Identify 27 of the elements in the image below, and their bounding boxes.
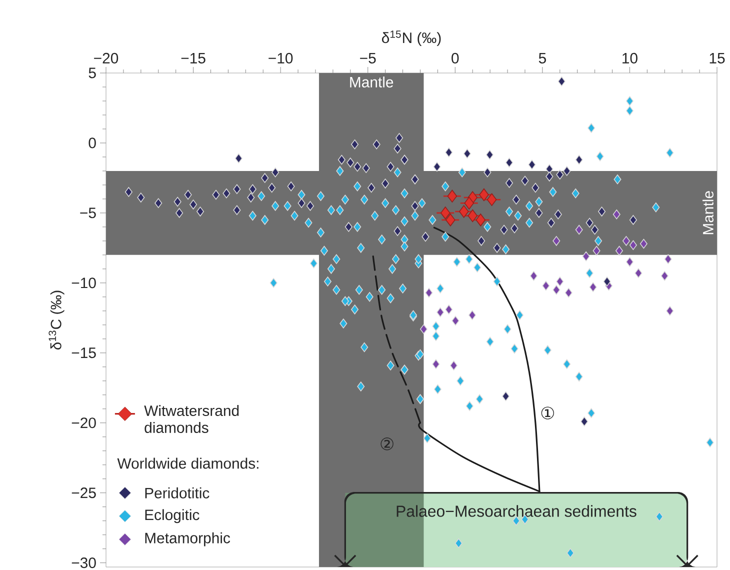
y-tick-label: −20 [72, 418, 96, 428]
y-tick-label: 0 [88, 138, 96, 148]
band-label: Mantle [702, 191, 714, 234]
y-axis-title: δ$^{13}$C (‰) [48, 290, 64, 350]
y-tick-label: 5 [88, 68, 96, 78]
y-tick-label: −30 [72, 558, 96, 568]
x-tick-label: 5 [538, 53, 546, 64]
y-tick-label: −25 [72, 488, 96, 498]
legend-label: Metamorphic [145, 532, 230, 546]
x-tick-label: −10 [268, 52, 293, 64]
x-tick-label: −15 [181, 53, 206, 64]
y-tick-label: −5 [80, 208, 96, 218]
x-tick-label: −5 [360, 53, 376, 64]
annotation: ② [380, 438, 394, 450]
legend-title: Worldwide diamonds: [117, 458, 258, 469]
y-tick-label: −15 [72, 348, 96, 358]
x-axis-title: δ$^{15}$N (‰) [382, 30, 441, 46]
band-label: Mantle [350, 76, 394, 88]
x-tick-label: 15 [710, 53, 725, 64]
y-tick-label: −10 [72, 278, 96, 288]
legend-label: Eclogitic [145, 509, 200, 524]
annotation: Palaeo−Mesoarchaean sediments [396, 505, 636, 517]
legend-label: Peridotitic [145, 487, 210, 498]
x-tick-label: 10 [622, 52, 638, 64]
x-tick-label: 0 [452, 52, 459, 64]
annotation: ① [541, 406, 554, 420]
legend-label: Witwatersrand diamonds [144, 405, 239, 433]
